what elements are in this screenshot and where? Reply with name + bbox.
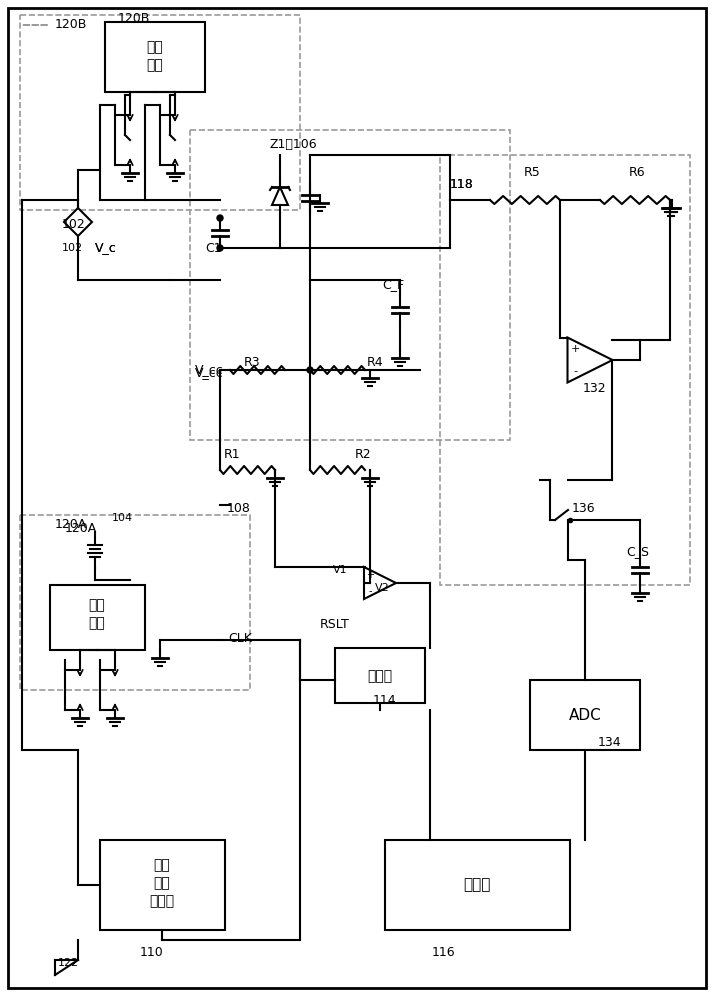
- Text: 周期: 周期: [154, 858, 170, 872]
- Text: 120A: 120A: [65, 522, 97, 534]
- Bar: [20, 15, 300, 210]
- Text: R6: R6: [628, 165, 646, 178]
- Text: 120B: 120B: [55, 18, 87, 31]
- Text: RSLT: RSLT: [320, 618, 350, 632]
- Text: 电路: 电路: [89, 616, 105, 630]
- Text: R1: R1: [224, 448, 240, 462]
- Text: 118: 118: [450, 178, 474, 192]
- Text: -: -: [573, 366, 578, 376]
- Text: 136: 136: [572, 502, 596, 514]
- Polygon shape: [364, 567, 396, 599]
- Text: 定时器: 定时器: [368, 669, 393, 683]
- Text: 驱动: 驱动: [89, 598, 105, 612]
- Text: 108: 108: [227, 502, 251, 514]
- Text: C_S: C_S: [626, 546, 649, 558]
- Circle shape: [307, 367, 313, 373]
- Bar: [20, 515, 250, 690]
- Text: 产生器: 产生器: [149, 894, 174, 908]
- Text: R2: R2: [355, 448, 371, 462]
- Bar: [335, 648, 425, 703]
- Text: V_c: V_c: [95, 241, 117, 254]
- Text: 114: 114: [373, 694, 397, 706]
- Text: R3: R3: [244, 356, 260, 368]
- Bar: [105, 22, 205, 92]
- Text: -: -: [368, 586, 372, 596]
- Text: 122: 122: [58, 958, 79, 968]
- Bar: [100, 840, 225, 930]
- Text: V2: V2: [375, 583, 390, 593]
- Text: C_F: C_F: [382, 278, 404, 292]
- Bar: [50, 585, 145, 650]
- Text: 132: 132: [583, 381, 606, 394]
- Text: C1: C1: [205, 241, 222, 254]
- Text: 处理器: 处理器: [463, 878, 490, 892]
- Text: 102: 102: [62, 219, 86, 232]
- Polygon shape: [272, 187, 288, 205]
- Text: CLK: CLK: [228, 632, 252, 645]
- Bar: [385, 840, 570, 930]
- Text: 信号: 信号: [154, 876, 170, 890]
- Text: V1: V1: [333, 565, 348, 575]
- Text: V_cc: V_cc: [195, 363, 224, 376]
- Text: 104: 104: [112, 513, 133, 523]
- Text: 120B: 120B: [118, 11, 150, 24]
- Text: V_cc: V_cc: [195, 366, 224, 379]
- Circle shape: [217, 215, 223, 221]
- Bar: [530, 680, 640, 750]
- Polygon shape: [568, 338, 613, 382]
- Text: R5: R5: [523, 165, 541, 178]
- Text: 驱动: 驱动: [147, 40, 163, 54]
- Text: 134: 134: [598, 736, 621, 748]
- Bar: [190, 130, 510, 440]
- Bar: [440, 155, 690, 585]
- Polygon shape: [64, 208, 92, 236]
- Text: R4: R4: [367, 356, 383, 368]
- Text: 102: 102: [62, 243, 83, 253]
- Text: 电路: 电路: [147, 58, 163, 72]
- Text: ADC: ADC: [568, 708, 601, 722]
- Text: +: +: [571, 344, 580, 354]
- Text: 120A: 120A: [55, 518, 87, 532]
- Text: +: +: [366, 570, 374, 580]
- Text: V_c: V_c: [95, 241, 117, 254]
- Text: 116: 116: [432, 946, 455, 960]
- Text: 118: 118: [450, 178, 474, 192]
- Circle shape: [217, 245, 223, 251]
- Text: Z1～106: Z1～106: [270, 138, 317, 151]
- Text: 110: 110: [140, 946, 164, 960]
